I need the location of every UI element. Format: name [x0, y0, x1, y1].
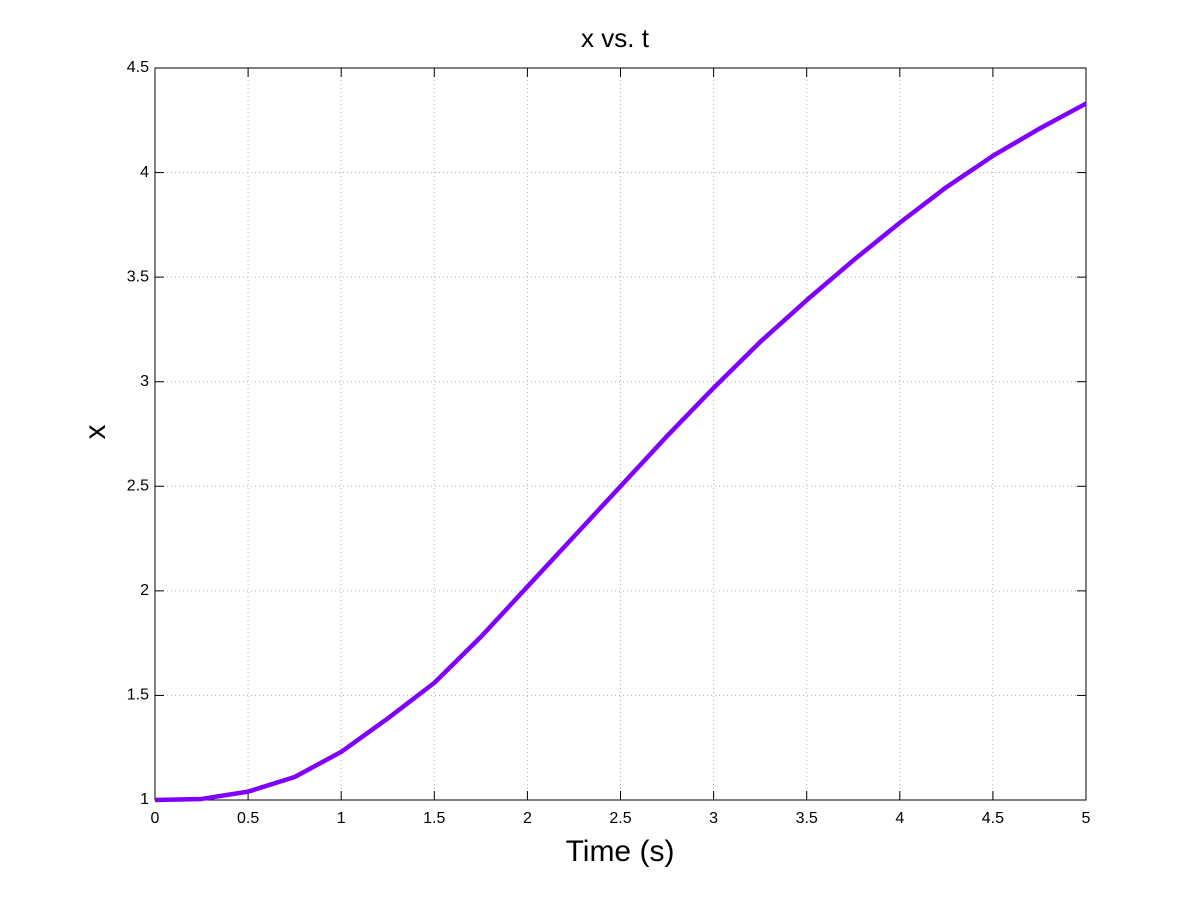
x-tick-label: 3.5: [796, 810, 818, 827]
x-tick-label: 5: [1082, 810, 1091, 827]
x-tick-label: 0.5: [237, 810, 259, 827]
plot-frame: [154, 67, 1087, 801]
x-tick-label: 1.5: [423, 810, 445, 827]
y-tick-label: 2.5: [127, 478, 149, 495]
x-tick-label: 3: [709, 810, 718, 827]
y-tick-label: 2: [140, 582, 149, 599]
data-line: [154, 101, 1088, 803]
x-axis-label: Time (s): [566, 835, 675, 868]
y-tick-label: 4.5: [127, 59, 149, 76]
y-tick-label: 4: [140, 164, 149, 181]
x-tick-label: 0: [151, 810, 160, 827]
x-tick-label: 2.5: [609, 810, 631, 827]
y-tick-label: 1: [140, 791, 149, 808]
chart-title: x vs. t: [581, 23, 650, 53]
x-tick-label: 1: [337, 810, 346, 827]
y-tick-label: 3: [140, 373, 149, 390]
x-tick-label: 2: [523, 810, 532, 827]
y-axis-label: x: [79, 425, 112, 440]
y-tick-label: 3.5: [127, 268, 149, 285]
y-tick-label: 1.5: [127, 687, 149, 704]
x-tick-label: 4.5: [982, 810, 1004, 827]
x-tick-label: 4: [895, 810, 904, 827]
